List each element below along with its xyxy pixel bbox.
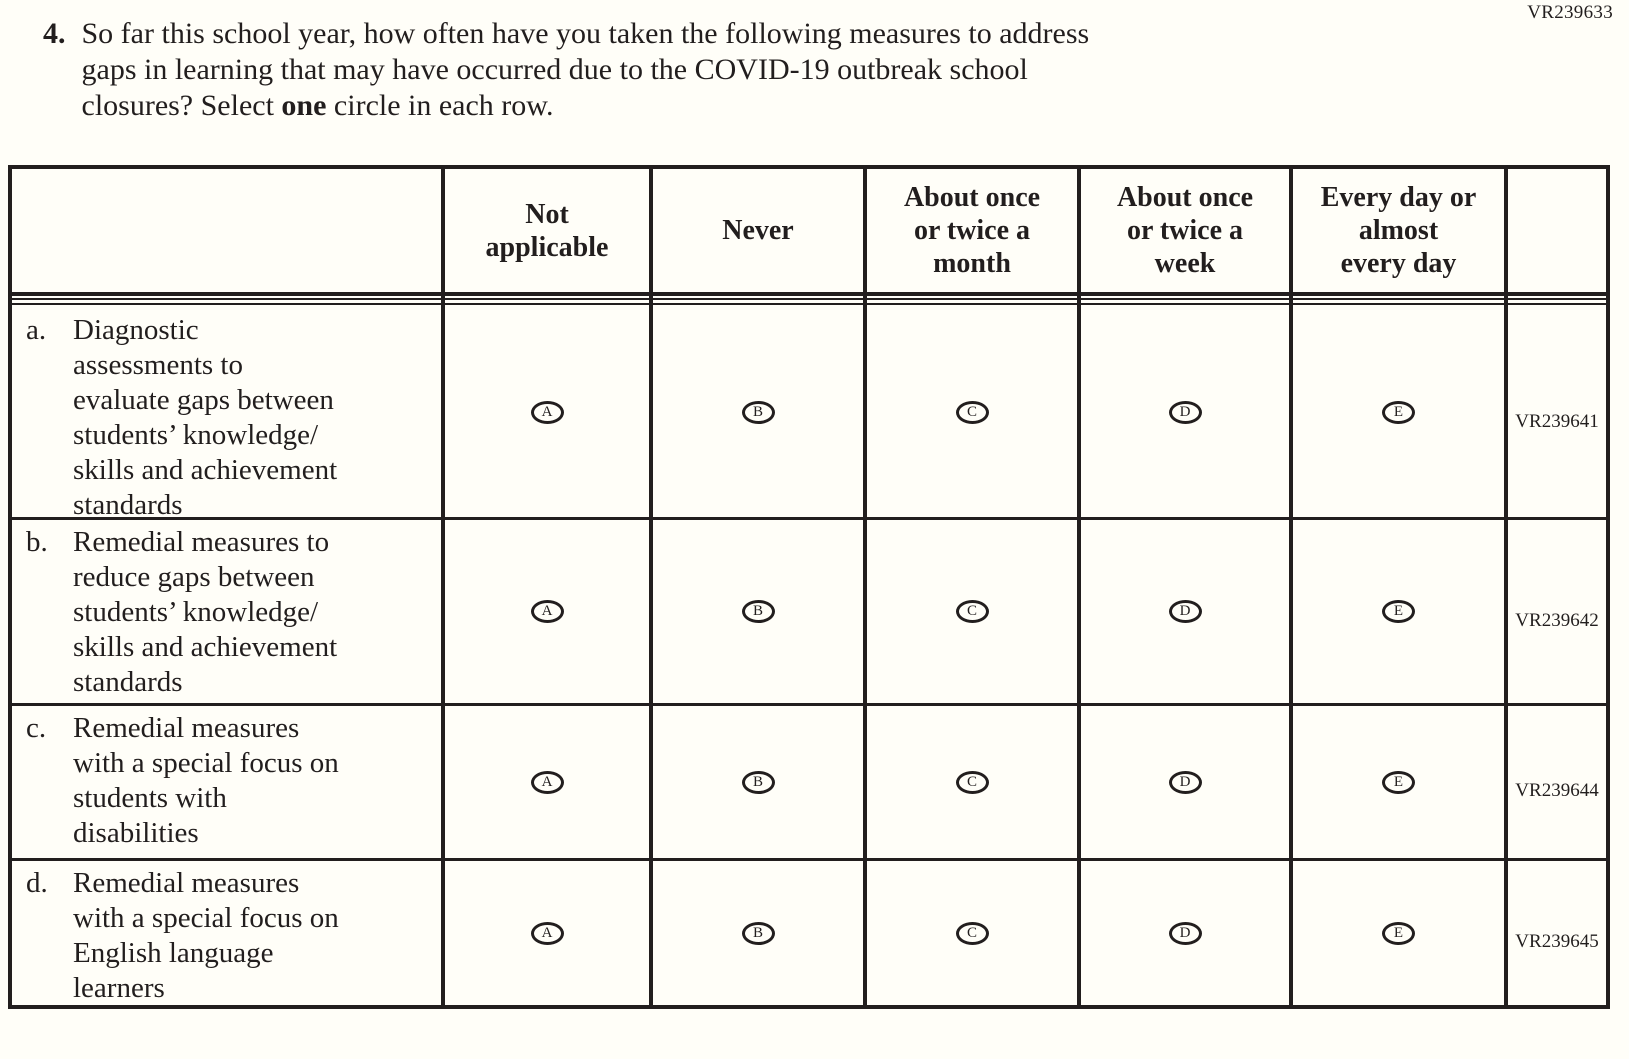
- row-code-b: VR239642: [1504, 517, 1606, 703]
- question-text: So far this school year, how often have …: [82, 16, 1090, 124]
- cell-c-once-twice-month: C: [863, 703, 1077, 858]
- column-header-once-twice-week: About once or twice a week: [1077, 169, 1289, 296]
- column-header-blank: [12, 169, 441, 296]
- answer-bubble-a-E[interactable]: E: [1382, 401, 1415, 424]
- row-letter-c: c.: [26, 712, 47, 744]
- question-line-3: closures? Select one circle in each row.: [82, 88, 1090, 124]
- cell-b-not-applicable: A: [441, 517, 649, 703]
- cell-d-not-applicable: A: [441, 858, 649, 1005]
- answer-bubble-d-A[interactable]: A: [530, 921, 564, 945]
- question-line-3-pre: closures? Select: [81, 89, 282, 122]
- question-4-table: Not applicable Never About once or twice…: [8, 165, 1610, 1009]
- row-label-c: c. Remedial measures with a special focu…: [12, 703, 441, 858]
- column-header-never: Never: [649, 169, 863, 296]
- answer-bubble-c-B[interactable]: B: [741, 770, 775, 794]
- answer-bubble-d-C[interactable]: C: [955, 921, 989, 945]
- cell-c-not-applicable: A: [441, 703, 649, 858]
- question-number: 4.: [43, 17, 66, 50]
- cell-b-every-day: E: [1289, 517, 1504, 703]
- column-header-code: [1504, 169, 1606, 296]
- row-label-b: b. Remedial measures to reduce gaps betw…: [12, 517, 441, 703]
- answer-bubble-d-D[interactable]: D: [1168, 921, 1202, 945]
- question-line-2: gaps in learning that may have occurred …: [81, 53, 1028, 86]
- row-label-text-b: Remedial measures to reduce gaps between…: [73, 526, 338, 698]
- answer-bubble-c-C[interactable]: C: [955, 770, 989, 794]
- form-code: VR239633: [1527, 2, 1613, 23]
- cell-a-never: B: [649, 308, 863, 517]
- answer-bubble-c-E[interactable]: E: [1382, 770, 1415, 794]
- answer-bubble-c-D[interactable]: D: [1168, 770, 1202, 794]
- row-label-text-d: Remedial measures with a special focus o…: [73, 867, 339, 1004]
- row-label-d: d. Remedial measures with a special focu…: [12, 858, 441, 1005]
- row-label-a: a. Diagnostic assessments to evaluate ga…: [12, 308, 441, 521]
- header-divider: [1077, 296, 1293, 308]
- answer-bubble-a-C[interactable]: C: [955, 401, 989, 424]
- cell-b-never: B: [649, 517, 863, 703]
- cell-b-once-twice-month: C: [863, 517, 1077, 703]
- cell-c-never: B: [649, 703, 863, 858]
- answer-bubble-b-A[interactable]: A: [530, 600, 564, 623]
- column-header-every-day: Every day or almost every day: [1289, 169, 1504, 296]
- row-code-d: VR239645: [1504, 858, 1606, 1005]
- header-divider: [441, 296, 653, 308]
- cell-d-once-twice-week: D: [1077, 858, 1289, 1005]
- row-code-a: VR239641: [1504, 308, 1606, 517]
- row-letter-b: b.: [26, 526, 48, 558]
- answer-bubble-d-B[interactable]: B: [741, 921, 775, 945]
- answer-bubble-b-D[interactable]: D: [1168, 600, 1202, 623]
- header-divider: [649, 296, 867, 308]
- cell-b-once-twice-week: D: [1077, 517, 1289, 703]
- column-header-once-twice-month: About once or twice a month: [863, 169, 1077, 296]
- answer-bubble-a-A[interactable]: A: [530, 401, 564, 424]
- header-divider: [1289, 296, 1508, 308]
- header-divider: [8, 296, 445, 308]
- cell-a-once-twice-week: D: [1077, 308, 1289, 517]
- header-divider: [863, 296, 1081, 308]
- answer-bubble-a-D[interactable]: D: [1168, 401, 1202, 424]
- cell-c-once-twice-week: D: [1077, 703, 1289, 858]
- cell-a-every-day: E: [1289, 308, 1504, 517]
- question-line-1: So far this school year, how often have …: [81, 17, 1090, 50]
- row-label-text-a: Diagnostic assessments to evaluate gaps …: [73, 314, 338, 521]
- answer-bubble-b-C[interactable]: C: [955, 600, 989, 623]
- question-4: 4. So far this school year, how often ha…: [43, 16, 1089, 124]
- question-line-3-post: circle in each row.: [326, 89, 554, 122]
- cell-a-once-twice-month: C: [863, 308, 1077, 517]
- row-code-c: VR239644: [1504, 703, 1606, 858]
- cell-a-not-applicable: A: [441, 308, 649, 517]
- row-letter-d: d.: [26, 867, 48, 899]
- cell-d-every-day: E: [1289, 858, 1504, 1005]
- column-header-not-applicable: Not applicable: [441, 169, 649, 296]
- cell-c-every-day: E: [1289, 703, 1504, 858]
- answer-bubble-a-B[interactable]: B: [741, 401, 775, 424]
- answer-bubble-b-E[interactable]: E: [1382, 600, 1415, 623]
- cell-d-once-twice-month: C: [863, 858, 1077, 1005]
- answer-bubble-d-E[interactable]: E: [1382, 921, 1415, 945]
- answer-bubble-c-A[interactable]: A: [530, 770, 564, 794]
- question-line-3-bold: one: [281, 89, 327, 122]
- header-divider: [1504, 296, 1610, 308]
- row-letter-a: a.: [26, 314, 47, 346]
- cell-d-never: B: [649, 858, 863, 1005]
- row-label-text-c: Remedial measures with a special focus o…: [73, 712, 339, 849]
- answer-bubble-b-B[interactable]: B: [741, 600, 775, 623]
